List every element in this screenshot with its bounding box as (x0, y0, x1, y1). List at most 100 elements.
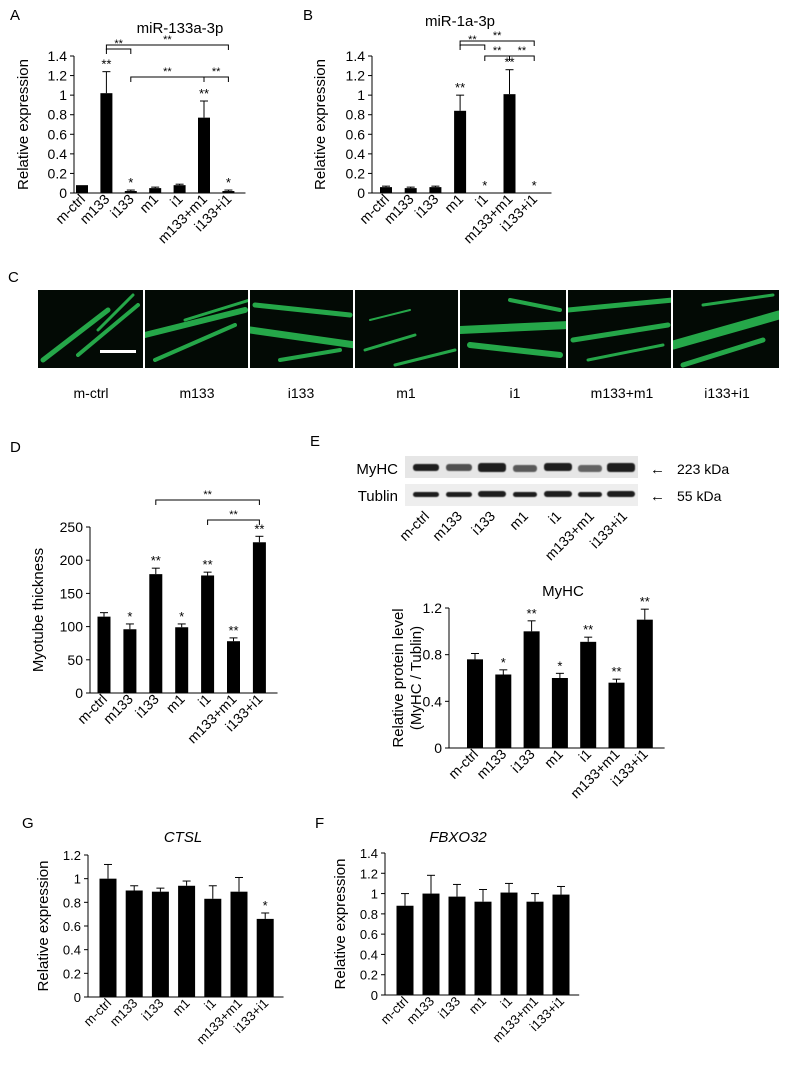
y-tick-label: 1.2 (63, 848, 81, 863)
myotube-streak (568, 297, 671, 313)
chart-title: miR-133a-3p (137, 20, 224, 37)
image-label: m133+m1 (590, 385, 654, 401)
significance-mark: ** (199, 86, 209, 101)
y-tick-label: 0 (434, 740, 442, 756)
image-label: m133 (179, 385, 215, 401)
y-tick-label: 1 (357, 87, 365, 103)
chart-title: miR-1a-3p (425, 13, 495, 30)
x-tick-label: m1 (466, 994, 489, 1017)
bar (396, 905, 414, 995)
myotube-streak (363, 333, 417, 352)
y-tick-label: 0.8 (423, 647, 443, 663)
significance-mark: ** (254, 521, 264, 536)
micrograph-i133-i1 (673, 290, 779, 368)
bar (636, 619, 653, 748)
blot-lane-label: i1 (545, 508, 564, 527)
myotube-streak (570, 322, 671, 343)
band (478, 491, 506, 497)
micrograph-m-ctrl (38, 290, 145, 368)
blot-size-myhc: 223 kDa (677, 461, 729, 477)
bracket-label: ** (212, 66, 221, 78)
bar (100, 93, 113, 193)
significance-mark: ** (455, 80, 465, 95)
y-tick-label: 200 (60, 552, 84, 568)
band (607, 463, 635, 472)
significance-mark: * (482, 178, 487, 193)
bar (149, 188, 162, 193)
myotube-streak (369, 309, 411, 321)
y-axis-label-secondary: (MyHC / Tublin) (408, 626, 425, 730)
bar (227, 641, 240, 693)
bar (429, 187, 442, 193)
bar (608, 682, 625, 748)
significance-mark: ** (101, 57, 111, 72)
blot-size-tublin: 55 kDa (677, 488, 722, 504)
y-tick-label: 50 (67, 652, 83, 668)
bar (552, 894, 570, 995)
panel-letter-d: D (10, 439, 21, 456)
y-tick-label: 0.8 (360, 907, 378, 922)
myotube-streak (508, 298, 562, 312)
myotube-streak (673, 310, 779, 350)
y-tick-label: 1 (74, 872, 81, 887)
y-axis-label: Relative expression (312, 59, 329, 190)
y-tick-label: 0.6 (346, 126, 366, 142)
y-tick-label: 1.4 (346, 48, 366, 64)
significance-mark: * (128, 175, 133, 190)
y-tick-label: 1.2 (360, 866, 378, 881)
myotube-streak (145, 307, 248, 338)
x-tick-label: i1 (575, 746, 594, 765)
bracket-label: ** (203, 489, 212, 501)
blot-arrow: ← (650, 488, 665, 505)
y-tick-label: 0.2 (63, 966, 81, 981)
bar (526, 901, 544, 995)
y-axis-label: Myotube thickness (30, 548, 47, 672)
y-tick-label: 100 (60, 619, 84, 635)
band (544, 491, 572, 497)
bracket-label: ** (493, 45, 502, 57)
bracket-label: ** (493, 30, 502, 42)
x-tick-label: m133 (473, 746, 509, 782)
bar (178, 885, 196, 997)
image-label: m1 (396, 385, 416, 401)
x-tick-label: i133 (411, 191, 441, 221)
bar (404, 188, 417, 193)
myotube-streak (278, 348, 342, 362)
x-tick-label: m-ctrl (81, 995, 115, 1029)
x-tick-label: m1 (441, 191, 466, 216)
bar (175, 627, 189, 693)
blot-lane-label: m1 (506, 508, 531, 533)
bar (252, 542, 266, 693)
myotube-streak (252, 302, 353, 318)
blot-lane-label: m-ctrl (396, 508, 432, 544)
bar (256, 918, 274, 997)
blot-arrow: ← (650, 461, 665, 478)
significance-mark: ** (527, 606, 537, 621)
significance-mark: * (127, 609, 132, 624)
significance-bracket (509, 55, 535, 61)
bar (97, 616, 111, 693)
y-tick-label: 0 (75, 685, 83, 701)
chart-title: FBXO32 (429, 829, 487, 846)
image-label: i133+i1 (704, 385, 750, 401)
significance-mark: * (263, 898, 268, 913)
myotube-streak (680, 337, 766, 368)
bar (495, 674, 512, 748)
chart-title: CTSL (164, 829, 202, 846)
micrograph-m133-m1 (568, 290, 673, 368)
bracket-label: ** (114, 38, 123, 50)
significance-mark: ** (151, 553, 161, 568)
band (446, 464, 472, 471)
significance-mark: * (532, 178, 537, 193)
y-axis-label: Relative expression (15, 59, 32, 190)
bar (124, 191, 137, 193)
y-axis-label: Relative expression (332, 859, 349, 990)
x-tick-label: m133 (107, 996, 141, 1030)
y-tick-label: 0.4 (63, 943, 81, 958)
significance-bracket (155, 499, 260, 505)
micrograph-m133 (145, 290, 250, 368)
